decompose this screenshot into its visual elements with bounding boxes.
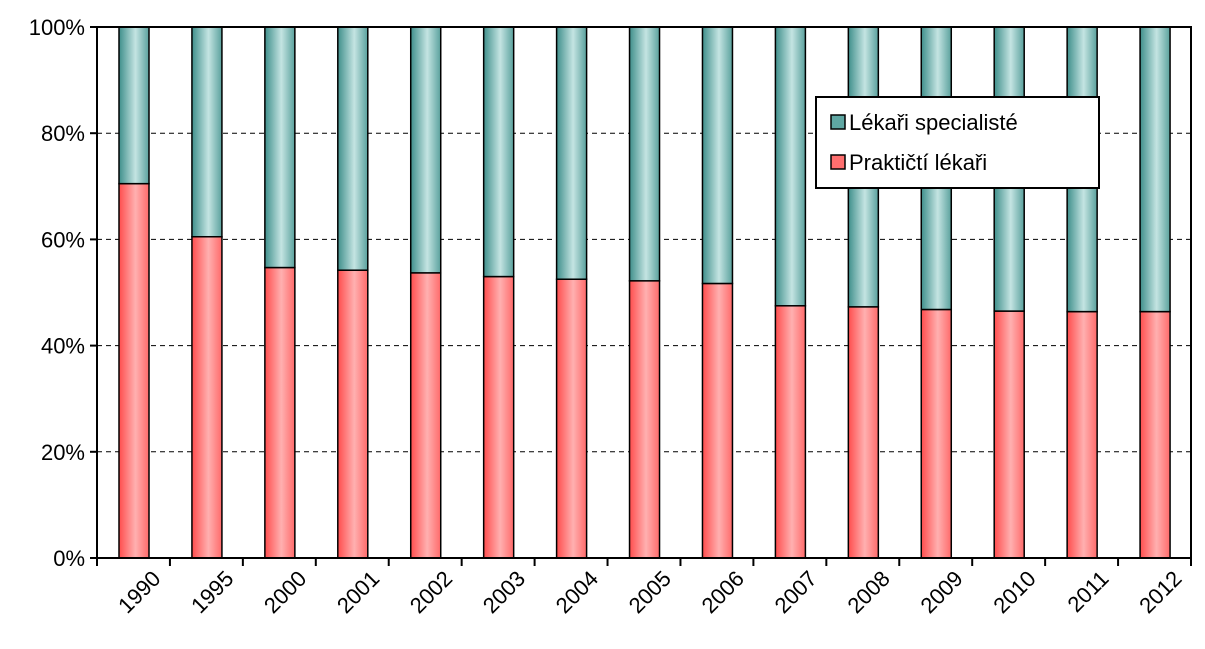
x-tick-label: 2006	[697, 566, 749, 618]
bar-segment-prakticti-lekari	[409, 272, 442, 559]
bar-segment-prakticti-lekari	[482, 275, 515, 559]
x-tick-label: 2007	[770, 566, 822, 618]
bar-segment-lekari-specialiste	[774, 26, 807, 307]
bar-segment-lekari-specialiste	[191, 26, 223, 238]
plot-frame	[96, 26, 1192, 559]
bar-segment-prakticti-lekari	[1066, 310, 1098, 559]
y-tick-label: 100%	[29, 15, 85, 40]
legend-label: Praktičtí lékaři	[849, 150, 987, 175]
bar-segment-prakticti-lekari	[118, 182, 150, 559]
legend: Lékaři specialisté Praktičtí lékaři	[815, 96, 1100, 189]
y-tick-label: 40%	[41, 334, 85, 359]
bar-segment-prakticti-lekari	[1139, 310, 1171, 559]
x-tick-label: 2012	[1134, 566, 1186, 618]
x-tick-label: 2004	[551, 566, 603, 618]
bar-segment-lekari-specialiste	[701, 26, 734, 285]
bar-segment-prakticti-lekari	[774, 305, 807, 559]
x-tick-label: 2001	[332, 566, 384, 618]
bar-segment-lekari-specialiste	[1139, 26, 1171, 313]
bar-segment-prakticti-lekari	[337, 269, 369, 559]
bar-segment-prakticti-lekari	[847, 306, 880, 559]
bar-segment-prakticti-lekari	[555, 278, 588, 559]
legend-box	[815, 96, 1100, 189]
x-tick-label: 2003	[478, 566, 530, 618]
bar-segment-prakticti-lekari	[191, 235, 223, 559]
x-tick-label: 1995	[186, 566, 238, 618]
bar-segment-lekari-specialiste	[337, 26, 369, 271]
y-tick-label: 20%	[41, 440, 85, 465]
legend-swatch	[830, 114, 846, 130]
bar-segment-lekari-specialiste	[628, 26, 661, 282]
y-tick-label: 60%	[41, 227, 85, 252]
x-tick-label: 2008	[843, 566, 895, 618]
x-tick-label: 2009	[915, 566, 967, 618]
bar-segment-lekari-specialiste	[482, 26, 515, 278]
bar-segment-prakticti-lekari	[264, 266, 296, 559]
y-tick-label: 80%	[41, 121, 85, 146]
x-tick-label: 2000	[259, 566, 311, 618]
bar-segment-lekari-specialiste	[409, 26, 442, 274]
x-tick-label: 2005	[624, 566, 676, 618]
bar-segment-prakticti-lekari	[701, 282, 734, 559]
legend-swatch	[830, 154, 846, 170]
bar-segment-lekari-specialiste	[264, 26, 296, 269]
bar-segment-lekari-specialiste	[118, 26, 150, 185]
x-tick-label: 1990	[113, 566, 165, 618]
x-tick-label: 2010	[988, 566, 1040, 618]
bars	[118, 26, 1171, 559]
bar-segment-lekari-specialiste	[555, 26, 588, 280]
x-tick-label: 2002	[405, 566, 457, 618]
legend-label: Lékaři specialisté	[849, 110, 1018, 135]
x-tick-label: 2011	[1062, 566, 1113, 617]
bar-segment-prakticti-lekari	[993, 310, 1025, 559]
y-tick-label: 0%	[53, 546, 85, 571]
bar-segment-prakticti-lekari	[628, 280, 661, 559]
bar-segment-prakticti-lekari	[920, 308, 953, 559]
